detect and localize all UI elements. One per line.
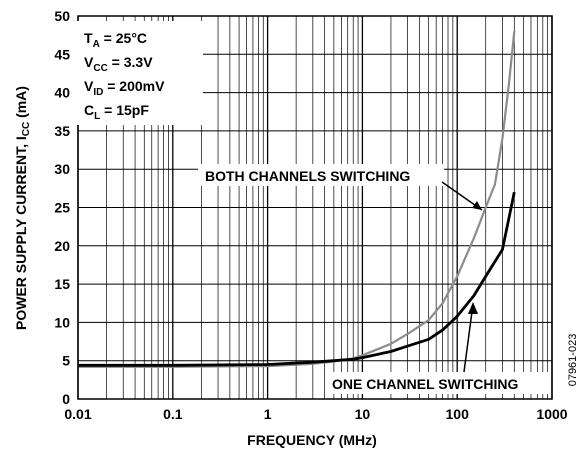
y-tick-label: 10 [54, 314, 70, 330]
annotation-one-channel: ONE CHANNEL SWITCHING [332, 376, 519, 392]
y-axis-title: POWER SUPPLY CURRENT, ICC (mA) [13, 86, 32, 330]
x-tick-label: 0.1 [163, 406, 183, 422]
figure-id-label: 07961-023 [567, 334, 579, 387]
x-tick-label: 10 [355, 406, 371, 422]
series-line-both-channels [78, 31, 516, 368]
annotation-both-bg [198, 164, 444, 186]
y-tick-label: 5 [62, 353, 70, 369]
y-tick-label: 35 [54, 123, 70, 139]
series-line-one-channel [78, 191, 516, 367]
x-tick-label: 1000 [536, 406, 567, 422]
annotation-both-channels: BOTH CHANNELS SWITCHING [205, 168, 410, 184]
annotation-one-leader [463, 303, 474, 373]
series-layer [78, 31, 516, 368]
y-tick-label: 45 [54, 46, 70, 62]
y-tick-label: 20 [54, 238, 70, 254]
condition-line: TA = 25°C [84, 30, 147, 50]
y-tick-label: 40 [54, 85, 70, 101]
y-tick-label: 50 [54, 8, 70, 24]
annotation-one-arrowhead [468, 302, 478, 314]
x-tick-label: 1 [264, 406, 272, 422]
conditions-box: TA = 25°C VCC = 3.3V VID = 200mV CL = 15pF [77, 21, 203, 125]
y-tick-label: 15 [54, 276, 70, 292]
x-tick-label: 0.01 [64, 406, 91, 422]
annotation-one-bg [325, 372, 548, 394]
condition-line: VCC = 3.3V [84, 54, 153, 74]
x-axis-title: FREQUENCY (MHz) [247, 432, 377, 448]
y-tick-label: 0 [62, 391, 70, 407]
y-tick-label: 30 [54, 161, 70, 177]
x-tick-label: 100 [446, 406, 470, 422]
condition-line: VID = 200mV [84, 78, 165, 98]
y-tick-label: 25 [54, 200, 70, 216]
conditions-box-background [77, 21, 203, 125]
plot-frame [77, 15, 553, 400]
ticks-layer: 0.01 0.1 1 10 100 1000 0 5 10 15 20 25 30 35 40 45 50 [54, 8, 567, 422]
condition-line: CL = 15pF [84, 102, 149, 122]
annotation-both-arrowhead [472, 201, 482, 210]
